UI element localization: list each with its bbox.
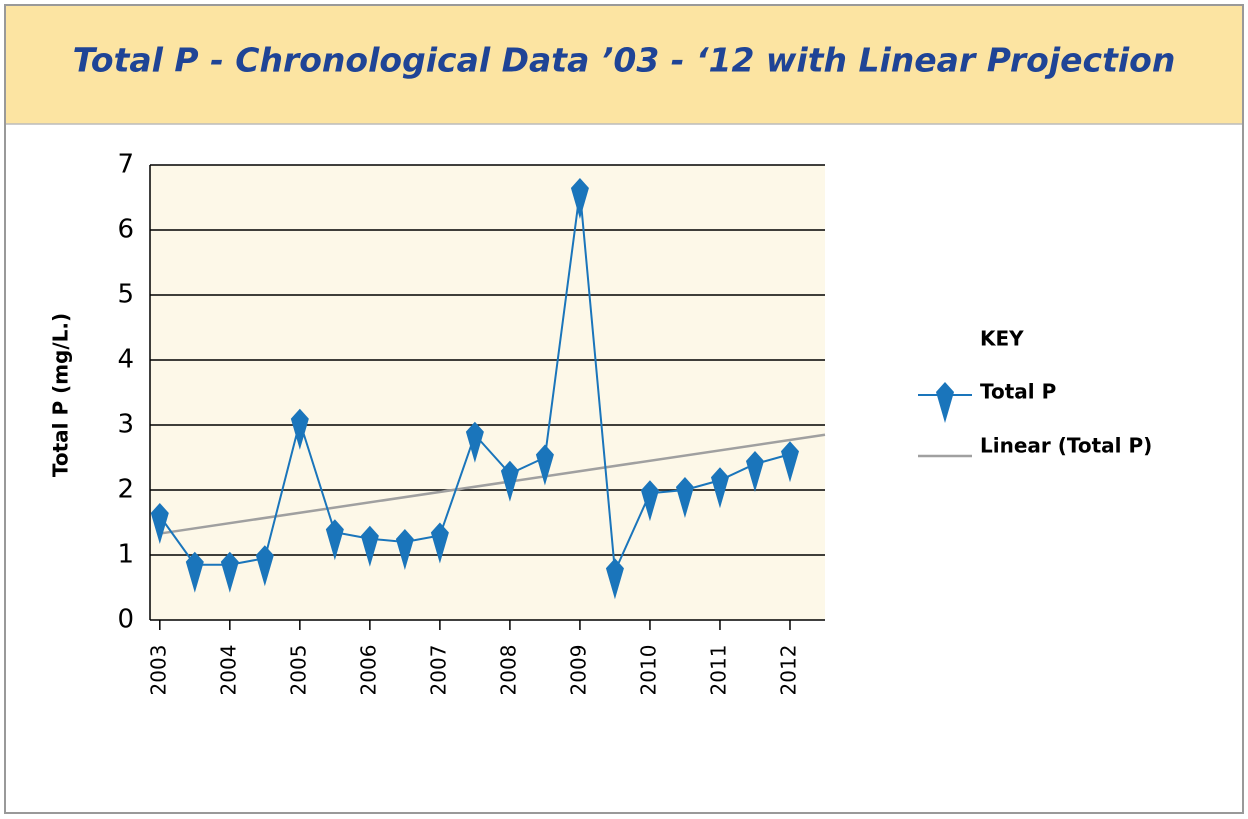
y-tick-label: 2 — [117, 475, 134, 505]
x-tick-label: 2009 — [566, 645, 590, 696]
point-marker — [640, 480, 659, 522]
point-marker — [430, 522, 449, 564]
point-marker — [465, 421, 484, 463]
y-tick-label: 0 — [117, 605, 134, 635]
trend-line — [159, 433, 826, 535]
header — [6, 6, 1242, 124]
y-tick-label: 5 — [117, 280, 134, 310]
x-tick-label: 2010 — [636, 645, 660, 696]
y-tick-label: 3 — [117, 410, 134, 440]
legend-label: Total P — [980, 380, 1056, 404]
x-tick-label: 2012 — [776, 645, 800, 696]
point-marker — [710, 467, 729, 509]
y-tick-label: 4 — [117, 345, 134, 375]
chart-title: Total P - Chronological Data ’03 - ‘12 w… — [73, 41, 1176, 80]
point-marker — [220, 551, 239, 593]
x-tick-label: 2005 — [286, 645, 310, 696]
y-tick-label: 6 — [117, 215, 134, 245]
x-tick-label: 2007 — [426, 645, 450, 696]
point-marker — [150, 503, 169, 544]
point-marker — [325, 519, 344, 561]
y-tick-label: 1 — [117, 540, 134, 570]
x-tick-label: 2008 — [496, 645, 520, 696]
point-marker — [395, 529, 414, 570]
point-marker — [570, 178, 589, 219]
point-marker — [745, 451, 764, 492]
x-tick-label: 2006 — [356, 645, 380, 696]
point-marker — [290, 408, 309, 450]
point-marker — [780, 441, 799, 483]
x-tick-label: 2011 — [706, 645, 730, 696]
point-marker — [255, 545, 274, 587]
legend-marker — [936, 382, 954, 423]
point-marker — [675, 477, 694, 518]
legend-label: Linear (Total P) — [980, 434, 1152, 458]
x-tick-label: 2003 — [146, 645, 170, 696]
point-marker — [500, 460, 519, 502]
point-marker — [360, 525, 379, 567]
x-tick-label: 2004 — [216, 645, 240, 696]
point-marker — [535, 444, 554, 486]
plot-area — [150, 165, 825, 620]
y-axis-label: Total P (mg/L.) — [49, 313, 73, 477]
y-tick-label: 7 — [117, 150, 134, 180]
legend-title: KEY — [980, 327, 1024, 351]
point-marker — [605, 558, 624, 600]
point-marker — [185, 551, 204, 593]
